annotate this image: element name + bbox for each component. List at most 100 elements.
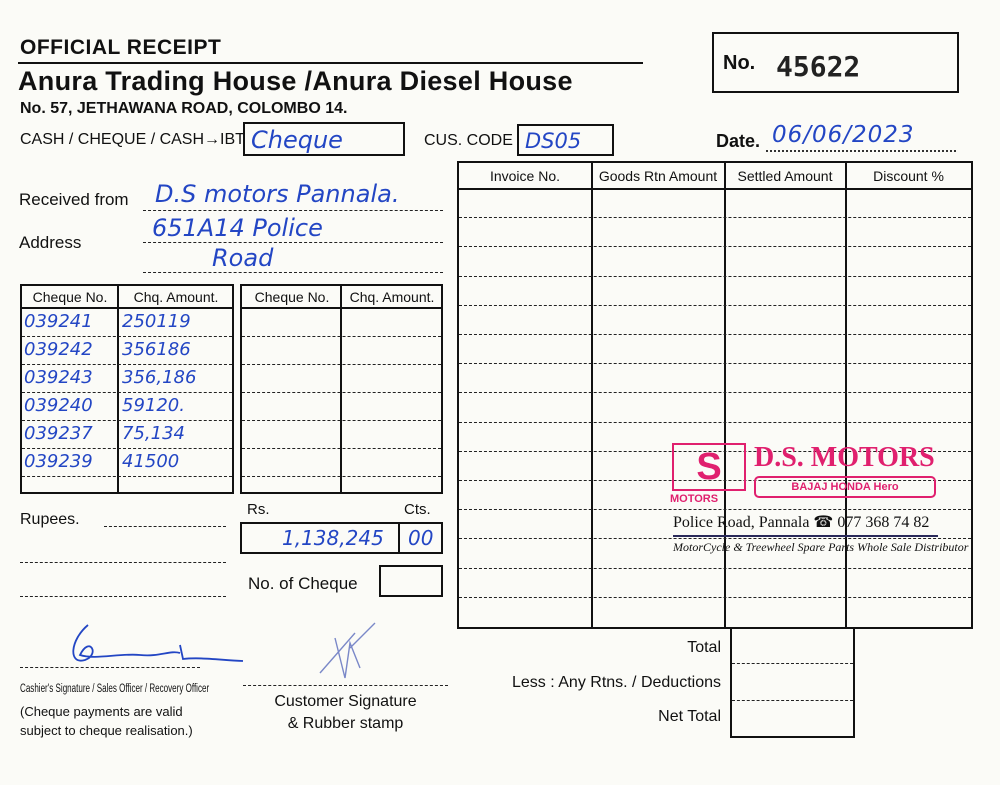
address-line-1: 651A14 Police: [152, 214, 323, 242]
line: [143, 210, 443, 211]
cheque-amount: 41500: [122, 451, 180, 472]
total-label: Total: [687, 639, 721, 656]
cus-code-label: CUS. CODE: [424, 132, 513, 149]
row-line: [459, 538, 971, 540]
cheque-no: 039239: [24, 451, 93, 472]
invoice-table: Invoice No. Goods Rtn Amount Settled Amo…: [457, 161, 973, 629]
customer-signature-label: Customer Signature & Rubber stamp: [243, 691, 448, 735]
row-line: [242, 336, 441, 337]
row-line: [459, 217, 971, 219]
col-header: Chq. Amount.: [133, 289, 219, 305]
row-line: [242, 476, 441, 477]
row-line: [242, 392, 441, 393]
no-of-cheque-field: [379, 565, 443, 597]
col-header: Cheque No.: [32, 289, 108, 305]
cheque-no: 039243: [24, 367, 93, 388]
customer-signature-icon: [319, 622, 376, 679]
cts-value: 00: [408, 526, 434, 550]
cheque-amount: 250119: [122, 311, 191, 332]
receipt-title: OFFICIAL RECEIPT: [20, 36, 222, 59]
less-label: Less : Any Rtns. / Deductions: [512, 674, 721, 691]
stamp-logo-text: MOTORS: [670, 493, 719, 505]
rs-label: Rs.: [247, 501, 270, 518]
stamp-logo-icon: S: [672, 443, 746, 491]
rs-value: 1,138,245: [282, 526, 384, 550]
divider: [18, 62, 643, 64]
received-from-label: Received from: [19, 190, 129, 209]
cheque-note: (Cheque payments are valid subject to ch…: [20, 704, 193, 738]
col-header-settled: Settled Amount: [737, 168, 833, 184]
totals-box: [730, 628, 855, 738]
cheque-table-left: Cheque No. Chq. Amount. 039241 250119 0392…: [20, 284, 234, 494]
row-line: [242, 448, 441, 449]
cheque-no: 039241: [24, 311, 93, 332]
col-header: Chq. Amount.: [349, 289, 435, 305]
cheque-no: 039240: [24, 395, 93, 416]
row-line: [22, 420, 232, 421]
cts-label: Cts.: [404, 501, 431, 518]
row-line: [459, 421, 971, 423]
cashier-signature-label: Cashier's Signature / Sales Officer / Re…: [20, 683, 210, 695]
received-from-value: D.S motors Pannala.: [155, 180, 400, 208]
row-line: [459, 509, 971, 511]
row-line: [459, 304, 971, 306]
address-label: Address: [19, 233, 82, 252]
cheque-amount: 356186: [122, 339, 191, 360]
line: [143, 272, 443, 273]
no-of-cheque-label: No. of Cheque: [248, 574, 358, 593]
cashier-signature-icon: [72, 624, 244, 662]
col-header-invoice-no: Invoice No.: [489, 168, 561, 184]
row-line: [459, 392, 971, 394]
date-underline: [766, 150, 956, 152]
stamp-tagline: MotorCycle & Treewheel Spare Parts Whole…: [673, 540, 969, 554]
company-address: No. 57, JETHAWANA ROAD, COLOMBO 14.: [20, 100, 348, 117]
row-line: [459, 363, 971, 365]
rupees-label: Rupees.: [20, 511, 80, 528]
cus-code-field: DS05: [517, 124, 614, 156]
receipt-number: 45622: [776, 50, 861, 83]
cheque-amount: 75,134: [122, 423, 185, 444]
customer-signature-text: Customer Signature: [274, 693, 417, 710]
col-header-discount: Discount %: [873, 168, 944, 184]
cheque-no: 039242: [24, 339, 93, 360]
row-line: [459, 334, 971, 335]
date-label: Date.: [716, 131, 761, 151]
row-line: [459, 480, 971, 481]
payment-method-field: Cheque: [243, 122, 405, 156]
line: [143, 242, 443, 243]
date-value: 06/06/2023: [772, 122, 915, 148]
amount-box: 1,138,245 00: [240, 522, 443, 554]
receipt-number-box: No. 45622: [712, 32, 959, 93]
rubber-stamp-text: & Rubber stamp: [287, 715, 404, 732]
cheque-no: 039237: [24, 423, 93, 444]
row-line: [22, 364, 232, 365]
row-line: [242, 364, 441, 365]
row-line: [459, 567, 971, 569]
address-line-2: Road: [212, 244, 274, 272]
cheque-amount: 59120.: [122, 395, 185, 416]
rubber-stamp: S MOTORS D.S. MOTORS BAJAJ HONDA Hero Po…: [668, 442, 968, 563]
no-label: No.: [723, 52, 756, 74]
row-line: [459, 275, 971, 277]
stamp-address: Police Road, Pannala ☎ 077 368 74 82: [673, 514, 930, 531]
stamp-brands: BAJAJ HONDA Hero: [754, 476, 936, 498]
payment-method-value: Cheque: [251, 126, 343, 154]
row-line: [22, 336, 232, 337]
stamp-name: D.S. MOTORS: [754, 442, 935, 473]
cus-code-value: DS05: [525, 129, 582, 153]
row-line: [459, 246, 971, 248]
row-line: [242, 420, 441, 421]
col-header: Cheque No.: [254, 289, 330, 305]
row-line: [22, 448, 232, 449]
row-line: [22, 392, 232, 393]
cheque-amount: 356,186: [122, 367, 197, 388]
col-header-goods-rtn: Goods Rtn Amount: [598, 168, 718, 184]
payment-method-label: CASH / CHEQUE / CASH→IBT: [20, 131, 245, 148]
row-line: [22, 476, 232, 477]
row-line: [459, 450, 971, 452]
company-name: Anura Trading House /Anura Diesel House: [18, 66, 573, 96]
net-total-label: Net Total: [658, 708, 721, 725]
row-line: [459, 596, 971, 598]
cheque-table-right: Cheque No. Chq. Amount.: [240, 284, 443, 494]
